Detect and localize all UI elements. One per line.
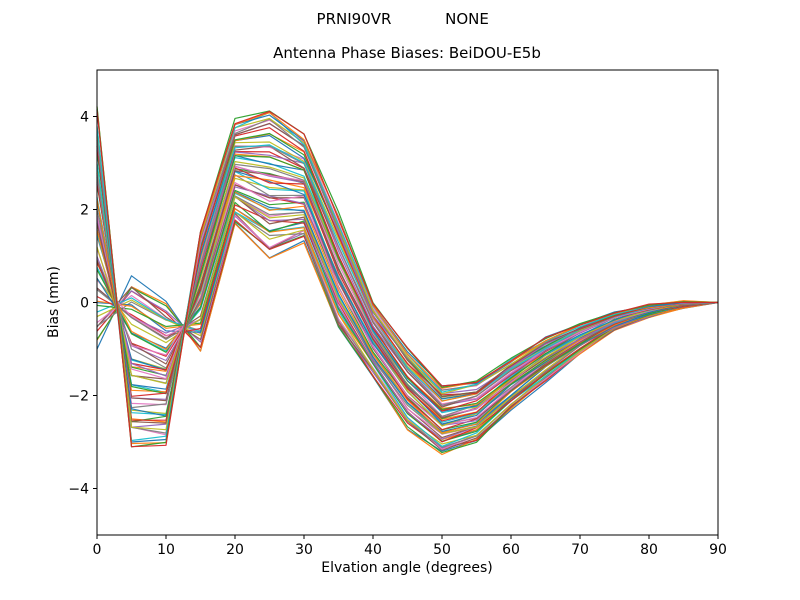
x-tick-label: 70 (571, 542, 589, 558)
series-line (96, 191, 719, 434)
x-axis-label: Elvation angle (degrees) (321, 560, 492, 576)
x-tick-label: 10 (157, 542, 175, 558)
y-tick-label: 4 (80, 110, 89, 126)
series-line (96, 134, 719, 417)
x-tick-label: 80 (640, 542, 658, 558)
x-tick-label: 90 (709, 542, 727, 558)
suptitle-left: PRNI90VR (317, 10, 392, 28)
series-line (96, 141, 719, 415)
y-tick-label: −4 (68, 482, 89, 498)
x-tick-label: 20 (226, 542, 244, 558)
x-tick-label: 30 (295, 542, 313, 558)
x-tick-label: 60 (502, 542, 520, 558)
x-tick-label: 0 (93, 542, 102, 558)
series-line (96, 109, 719, 448)
series-line (96, 127, 719, 421)
suptitle-right: NONE (445, 10, 489, 28)
series-line (96, 107, 719, 445)
series-line (96, 155, 719, 412)
x-tick-label: 40 (364, 542, 382, 558)
series-group (96, 106, 719, 456)
y-tick-label: −2 (68, 389, 89, 405)
y-axis-label: Bias (mm) (46, 266, 62, 338)
series-line (96, 157, 719, 414)
y-tick-label: 2 (80, 203, 89, 219)
ticks-group: 0 10 20 30 40 50 60 70 80 90 −4 −2 0 2 4 (68, 110, 727, 559)
series-line (96, 161, 719, 411)
chart-title: Antenna Phase Biases: BeiDOU-E5b (273, 44, 541, 62)
series-line (96, 153, 719, 409)
y-tick-label: 0 (80, 296, 89, 312)
x-tick-label: 50 (433, 542, 451, 558)
series-line (96, 117, 719, 431)
series-line (96, 144, 719, 416)
